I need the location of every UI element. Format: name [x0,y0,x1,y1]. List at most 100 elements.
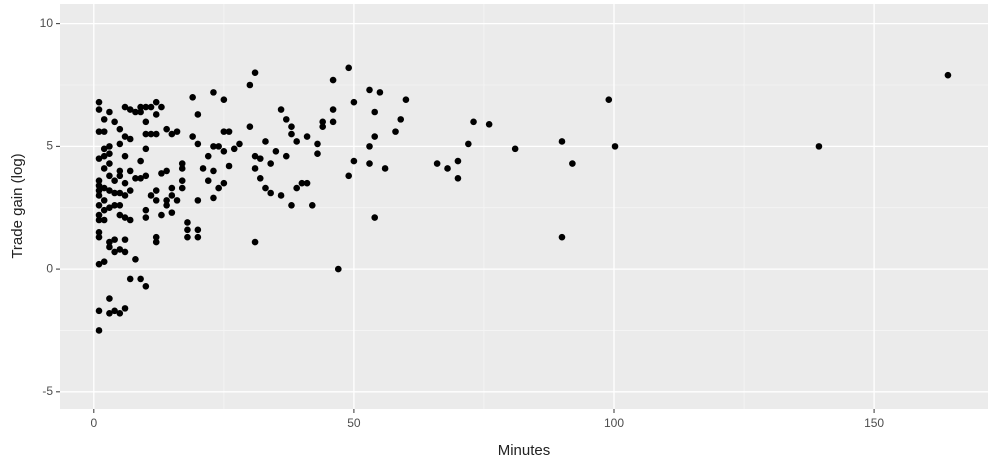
point [303,179,311,187]
point [184,233,191,241]
y-tick-label: 5 [46,139,53,153]
point [210,167,217,175]
point [158,103,165,111]
point [236,140,243,148]
point [204,152,212,160]
point [251,152,259,160]
point [267,160,274,167]
point [366,143,373,150]
point [132,255,139,263]
point [152,187,160,194]
point [454,174,462,182]
point [288,123,295,131]
point [178,165,186,172]
point [220,96,228,104]
point [314,150,321,158]
point [137,275,144,283]
point [256,155,264,162]
x-tick-label: 150 [864,416,884,430]
point [100,184,108,192]
points [95,64,952,334]
point [350,157,358,165]
point [215,184,222,192]
point [100,128,108,135]
point [194,226,202,234]
point [147,130,155,138]
point [168,192,176,199]
point [106,204,113,212]
point [111,236,118,243]
point [163,125,170,133]
x-tick-label: 100 [604,416,624,430]
point [189,93,196,101]
point [121,152,129,160]
point [465,140,472,148]
point [220,128,228,135]
point [329,118,337,126]
point [100,206,108,214]
point [944,71,952,79]
point [100,216,108,224]
point [334,265,342,273]
point [137,174,144,182]
point [220,147,228,155]
point [210,143,217,150]
point [100,152,108,160]
point [100,145,108,153]
point [116,309,124,317]
point [397,116,405,123]
x-axis-title: Minutes [498,442,551,459]
point [225,162,233,170]
point [137,108,144,116]
point [210,89,217,96]
point [168,209,176,216]
point [815,143,823,150]
point [116,189,124,197]
point [220,179,228,187]
point [95,187,103,194]
point [262,184,269,192]
point [163,201,170,209]
point [121,236,129,243]
point [376,89,384,96]
point [106,172,113,180]
point [371,108,379,116]
point [152,98,160,106]
point [116,167,124,175]
point [95,211,103,219]
point [168,184,176,192]
point [147,103,155,111]
point [345,172,352,180]
point [126,275,134,283]
point [95,233,103,241]
point [106,108,113,116]
point [277,192,285,199]
point [184,226,191,234]
point [111,201,118,209]
point [178,177,186,185]
point [402,96,410,104]
point [142,118,150,126]
point [116,211,124,219]
point [152,197,160,204]
point [298,179,306,187]
point [152,130,160,138]
point [100,197,108,204]
point [152,111,160,118]
point [178,184,186,192]
point [303,133,311,140]
point [95,201,103,209]
point [308,201,316,209]
grid [60,4,988,409]
point [142,130,150,138]
point [116,246,124,253]
point [126,167,134,175]
point [95,192,103,199]
point [163,197,170,204]
point [277,106,285,113]
point [163,167,170,175]
point [158,170,165,177]
panel [60,4,988,409]
point [433,160,441,167]
